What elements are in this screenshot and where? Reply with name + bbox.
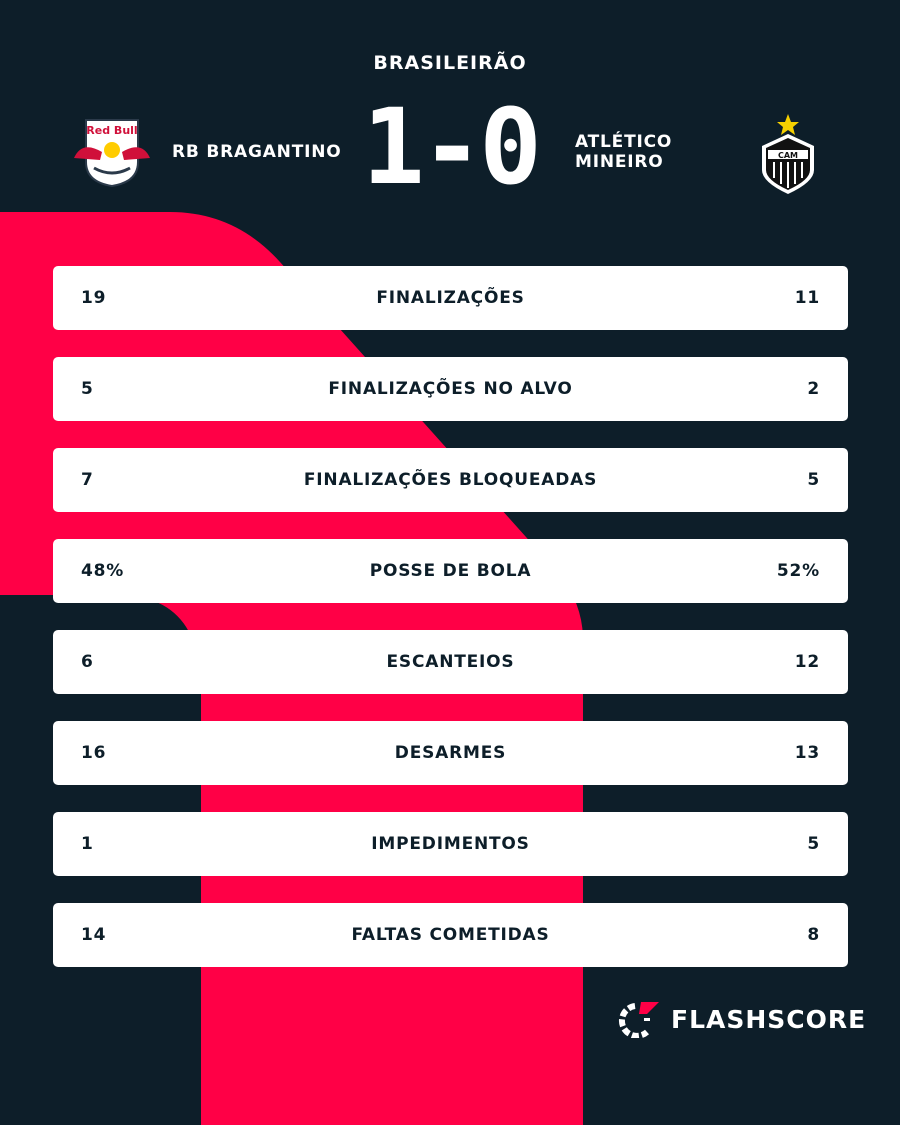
home-value: 48%: [81, 561, 125, 581]
away-value: 12: [794, 652, 820, 672]
flashscore-logo-icon: [618, 1002, 659, 1038]
home-value: 16: [81, 743, 107, 763]
stat-label: FALTAS COMETIDAS: [351, 925, 550, 945]
svg-text:CAM: CAM: [778, 151, 798, 160]
stat-row-finalizacoes: 19 FINALIZAÇÕES 11: [53, 266, 848, 330]
home-value: 5: [81, 379, 94, 399]
home-value: 1: [81, 834, 94, 854]
away-value: 11: [794, 288, 820, 308]
stat-label: FINALIZAÇÕES: [376, 288, 525, 308]
stat-row-faltas-cometidas: 14 FALTAS COMETIDAS 8: [53, 903, 848, 967]
flashscore-brand: FLASHSCORE: [617, 1000, 866, 1038]
stat-label: ESCANTEIOS: [386, 652, 515, 672]
home-value: 14: [81, 925, 107, 945]
stat-label: POSSE DE BOLA: [369, 561, 532, 581]
away-value: 2: [807, 379, 820, 399]
atletico-mineiro-logo: CAM: [762, 114, 814, 194]
stats-list: 19 FINALIZAÇÕES 11 5 FINALIZAÇÕES NO ALVO 2 …: [53, 266, 848, 994]
away-value: 13: [794, 743, 820, 763]
league-title: BRASILEIRÃO: [373, 52, 527, 74]
stat-label: DESARMES: [394, 743, 507, 763]
away-value: 8: [807, 925, 820, 945]
stat-row-finalizacoes-bloqueadas: 7 FINALIZAÇÕES BLOQUEADAS 5: [53, 448, 848, 512]
away-team-name: ATLÉTICO MINEIRO: [575, 132, 672, 172]
rb-bragantino-logo: Red Bull: [74, 119, 150, 188]
stat-row-impedimentos: 1 IMPEDIMENTOS 5: [53, 812, 848, 876]
flashscore-wordmark: FLASHSCORE: [671, 1004, 867, 1034]
stat-label: FINALIZAÇÕES NO ALVO: [328, 379, 573, 399]
away-team-name-line1: ATLÉTICO: [575, 132, 673, 152]
stat-row-posse-de-bola: 48% POSSE DE BOLA 52%: [53, 539, 848, 603]
home-value: 7: [81, 470, 94, 490]
stat-row-desarmes: 16 DESARMES 13: [53, 721, 848, 785]
away-value: 5: [807, 834, 820, 854]
away-value: 52%: [776, 561, 820, 581]
score: 1-0: [362, 86, 542, 208]
stat-row-finalizacoes-no-alvo: 5 FINALIZAÇÕES NO ALVO 2: [53, 357, 848, 421]
away-value: 5: [807, 470, 820, 490]
stat-label: IMPEDIMENTOS: [371, 834, 530, 854]
home-value: 19: [81, 288, 107, 308]
home-team-name: RB BRAGANTINO: [172, 142, 342, 162]
home-value: 6: [81, 652, 94, 672]
stat-row-escanteios: 6 ESCANTEIOS 12: [53, 630, 848, 694]
away-team-name-line2: MINEIRO: [575, 152, 664, 172]
stat-label: FINALIZAÇÕES BLOQUEADAS: [303, 470, 598, 490]
svg-text:Red Bull: Red Bull: [86, 124, 137, 137]
